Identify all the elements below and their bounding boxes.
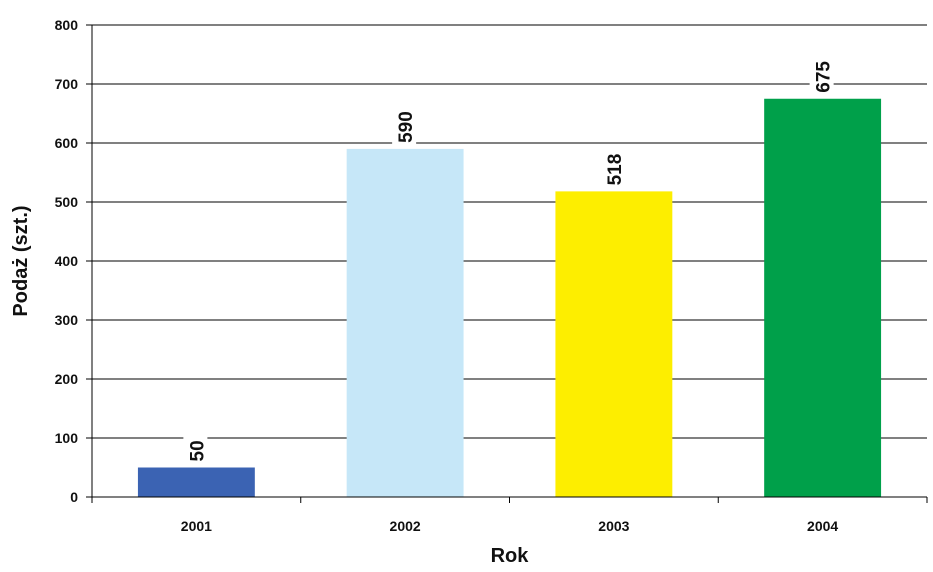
data-label-bg (809, 51, 834, 97)
x-tick-label: 2001 (181, 518, 212, 534)
data-label-bg (600, 144, 625, 190)
bar-2002 (346, 148, 464, 497)
bar-2004 (764, 98, 882, 497)
data-label-group: 675 (809, 51, 835, 97)
data-label-group: 590 (392, 101, 417, 147)
data-labels: 50 590 518 675 (183, 51, 835, 466)
x-axis-title: Rok (491, 545, 530, 567)
y-tick-label: 400 (55, 253, 79, 269)
y-tick-label: 200 (55, 371, 79, 387)
x-axis-ticks: 2001 2002 2003 2004 (91, 497, 928, 534)
y-axis-ticks: 0 100 200 300 400 500 600 700 800 (55, 17, 92, 505)
data-label-group: 518 (600, 144, 626, 190)
bars (137, 98, 882, 497)
data-label: 675 (814, 61, 835, 93)
y-axis-title: Podaż (szt.) (10, 205, 32, 316)
gridlines (92, 24, 927, 439)
y-tick-label: 700 (55, 76, 79, 92)
data-label: 590 (396, 111, 417, 143)
x-tick-label: 2004 (807, 518, 838, 534)
bar-2003 (555, 191, 673, 497)
y-tick-label: 800 (55, 17, 79, 33)
x-tick-label: 2002 (390, 518, 421, 534)
data-label: 518 (605, 154, 626, 186)
data-label-bg (392, 101, 417, 147)
x-tick-label: 2003 (598, 518, 629, 534)
y-tick-label: 0 (70, 489, 78, 505)
y-tick-label: 600 (55, 135, 79, 151)
data-label-bg (183, 431, 208, 466)
bar-2001 (137, 467, 255, 497)
data-label: 50 (187, 440, 208, 461)
y-tick-label: 100 (55, 430, 79, 446)
data-label-group: 50 (183, 431, 208, 466)
y-tick-label: 300 (55, 312, 79, 328)
y-tick-label: 500 (55, 194, 79, 210)
